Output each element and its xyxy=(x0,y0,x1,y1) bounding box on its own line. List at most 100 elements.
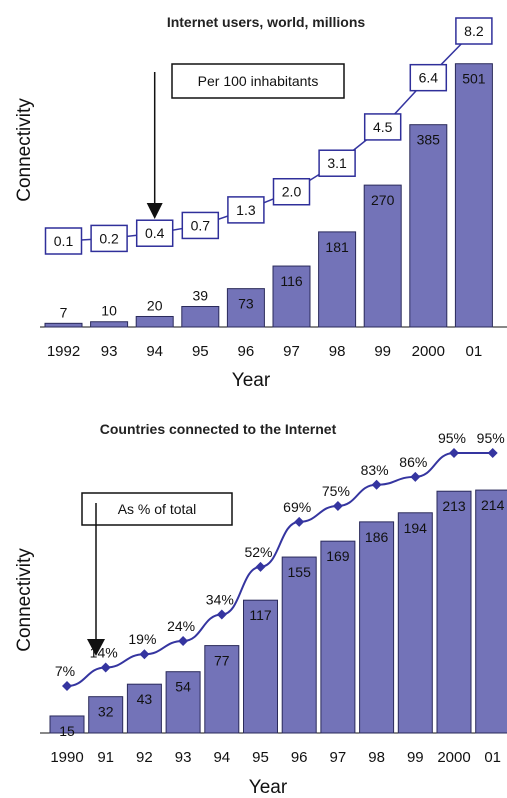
chart-1-x-tick: 2000 xyxy=(412,343,445,360)
chart-2-annotation-box xyxy=(81,492,233,526)
chart-1-x-tick: 96 xyxy=(238,343,255,360)
chart-2-x-tick: 01 xyxy=(484,749,501,766)
chart-2-bar-label: 77 xyxy=(214,653,230,669)
chart-1-arrow-head xyxy=(146,203,163,219)
chart-1-bar xyxy=(44,322,83,328)
chart-2-point-label: 83% xyxy=(361,462,389,478)
chart-1-point-label: 8.2 xyxy=(464,23,484,39)
chart-1-point-box xyxy=(409,63,448,92)
chart-1-series-line xyxy=(63,30,475,242)
chart-1-bar-label: 116 xyxy=(280,273,303,289)
chart-2-x-tick: 92 xyxy=(136,749,153,766)
chart-2-point-marker xyxy=(216,609,227,620)
chart-2-point-marker xyxy=(62,681,72,691)
chart-2-point-label: 34% xyxy=(206,592,234,608)
chart-2-bar xyxy=(165,671,201,734)
chart-1-bar-label: 73 xyxy=(238,296,254,312)
chart-2-point-label: 24% xyxy=(167,618,195,634)
chart-1-point-box xyxy=(44,227,83,255)
chart-1-bar xyxy=(181,306,220,328)
chart-2-point-marker xyxy=(449,448,459,458)
chart-2-point-marker xyxy=(100,662,111,673)
chart-2-x-tick: 91 xyxy=(97,749,114,766)
chart-1-bar xyxy=(226,288,265,328)
chart-2-bar xyxy=(397,512,433,734)
chart-2-bar-label: 32 xyxy=(98,704,114,720)
chart-2-x-tick: 1990 xyxy=(50,749,83,766)
chart-1-bar-label: 501 xyxy=(462,71,486,87)
chart-2-bar xyxy=(204,645,240,734)
chart-1-y-label: Connectivity xyxy=(14,98,35,202)
chart-2-x-tick: 93 xyxy=(175,749,192,766)
chart-2-point-marker xyxy=(294,516,305,527)
chart-2-bar-label: 169 xyxy=(326,548,350,564)
chart-2-point-label: 69% xyxy=(283,499,311,515)
chart-1: Internet users, world, millions 7 10 20 39 73… xyxy=(14,14,507,391)
chart-1-x-tick: 93 xyxy=(101,343,118,360)
chart-1-point-box xyxy=(272,177,311,206)
chart-1-point-label: 0.1 xyxy=(54,233,74,249)
chart-2-bar xyxy=(126,683,162,734)
chart-1-x-tick: 95 xyxy=(192,343,209,360)
chart-1-bar-label: 385 xyxy=(417,132,441,148)
chart-1-point-label: 4.5 xyxy=(373,119,393,135)
chart-1-bar xyxy=(454,63,493,328)
chart-1-point-label: 6.4 xyxy=(419,70,439,86)
chart-2-x-tick: 98 xyxy=(368,749,385,766)
chart-1-x-tick: 94 xyxy=(146,343,163,360)
chart-2-title: Countries connected to the Internet xyxy=(100,421,337,437)
chart-2-bar xyxy=(88,696,124,734)
chart-2: Countries connected to the Internet 15 32 4… xyxy=(14,421,507,798)
chart-2-point-label: 95% xyxy=(477,430,505,446)
chart-2-bar-label: 43 xyxy=(137,691,153,707)
chart-1-bar-label: 10 xyxy=(101,303,117,319)
chart-2-x-label: Year xyxy=(249,777,288,798)
chart-1-bar xyxy=(135,315,174,328)
chart-2-point-label: 52% xyxy=(244,544,272,560)
chart-2-point-label: 75% xyxy=(322,483,350,499)
chart-2-bar xyxy=(359,521,395,734)
chart-2-bar-label: 15 xyxy=(59,723,75,739)
chart-2-point-marker xyxy=(410,471,421,482)
chart-1-x-tick: 97 xyxy=(283,343,300,360)
chart-2-point-marker xyxy=(371,479,382,490)
chart-1-bar xyxy=(318,231,357,328)
chart-2-bar-label: 117 xyxy=(249,607,272,623)
chart-1-point-box xyxy=(181,211,220,240)
chart-1-x-tick: 99 xyxy=(374,343,391,360)
chart-2-point-marker xyxy=(139,649,150,660)
chart-2-bar xyxy=(436,490,472,734)
chart-2-bar xyxy=(243,599,278,734)
chart-2-point-label: 86% xyxy=(399,454,427,470)
chart-1-bar xyxy=(272,265,311,328)
chart-2-bar-label: 214 xyxy=(481,497,505,513)
chart-1-bar-label: 181 xyxy=(325,239,349,255)
chart-2-annotation: As % of total xyxy=(118,501,197,517)
chart-2-bar-label: 155 xyxy=(288,564,312,580)
chart-1-annotation-box xyxy=(171,63,345,99)
chart-1-bar-label: 7 xyxy=(60,304,68,320)
chart-1-point-box xyxy=(318,149,356,177)
chart-1-point-box xyxy=(135,219,174,247)
chart-1-point-box xyxy=(455,17,493,45)
chart-2-x-tick: 97 xyxy=(330,749,347,766)
chart-1-bar-label: 39 xyxy=(193,288,209,304)
chart-2-bar-label: 213 xyxy=(442,498,466,514)
chart-1-point-label: 3.1 xyxy=(327,155,347,171)
chart-1-point-label: 0.7 xyxy=(191,217,211,233)
chart-1-x-label: Year xyxy=(232,370,271,391)
chart-1-point-label: 1.3 xyxy=(236,202,256,218)
chart-1-bar-label: 270 xyxy=(371,192,395,208)
chart-2-bar-label: 194 xyxy=(404,520,428,536)
chart-1-bar xyxy=(90,321,129,328)
chart-2-x-tick: 99 xyxy=(407,749,424,766)
chart-2-bar xyxy=(281,556,317,734)
chart-1-point-box xyxy=(363,113,402,141)
chart-1-point-label: 0.4 xyxy=(145,225,165,241)
chart-1-point-label: 2.0 xyxy=(282,184,302,200)
chart-2-bar-label: 186 xyxy=(365,529,389,545)
chart-1-x-tick: 01 xyxy=(466,343,483,360)
chart-1-annotation: Per 100 inhabitants xyxy=(198,73,319,89)
chart-1-x-tick: 1992 xyxy=(47,343,80,360)
